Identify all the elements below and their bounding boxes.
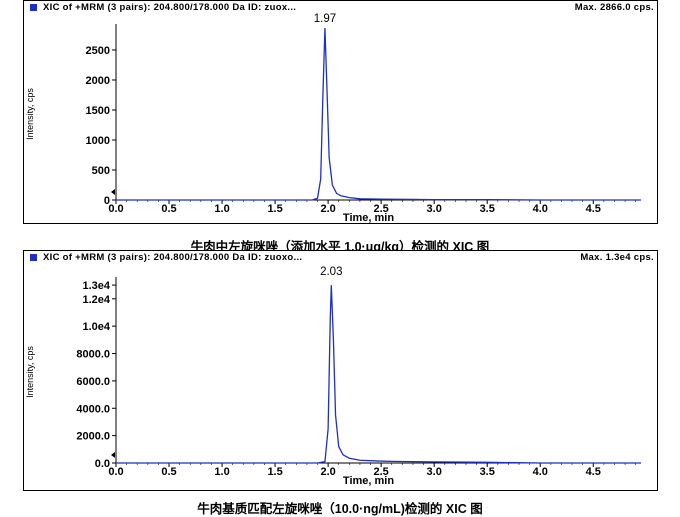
x-tick-label: 0.5 xyxy=(161,203,176,215)
x-tick-label: 4.5 xyxy=(586,466,601,478)
y-tick-label: 2500 xyxy=(86,45,110,57)
peak-retention-time-label: 1.97 xyxy=(314,13,336,25)
chart-2-svg: 0.0 0.5 1.0 1.5 2.0 2.5 3.0 3.5 4.0 4.5 0.0 2000.0 4… xyxy=(25,266,641,487)
y-tick-label: 8000.0 xyxy=(76,349,110,361)
x-tick-label: 2.0 xyxy=(320,203,335,215)
x-tick-label: 1.0 xyxy=(214,466,229,478)
x-tick-label: 1.5 xyxy=(267,466,282,478)
y-tick-label: 1000 xyxy=(86,135,110,147)
peak-retention-time-label: 2.03 xyxy=(320,266,342,278)
y-tick-label: 1.3e4 xyxy=(82,280,110,292)
figure-caption-2: 牛肉基质匹配左旋咪唑（10.0·ng/mL)检测的 XIC 图 xyxy=(197,502,483,516)
x-axis-label: Time, min xyxy=(343,475,394,487)
x-tick-label: 2.0 xyxy=(320,466,335,478)
x-tick-label: 2.5 xyxy=(374,203,389,215)
y-tick-label: 2000 xyxy=(86,75,110,87)
panel-title: XIC of +MRM (3 pairs): 204.800/178.000 D… xyxy=(43,252,303,263)
y-tick-label: 1.2e4 xyxy=(82,294,110,306)
panel-title: XIC of +MRM (3 pairs): 204.800/178.000 D… xyxy=(43,2,297,13)
y-axis-label: Intensity, cps xyxy=(25,88,35,140)
y-tick-label: 0.0 xyxy=(95,458,110,470)
y-tick-label: 6000.0 xyxy=(76,376,110,388)
x-tick-label: 4.0 xyxy=(533,466,548,478)
y-tick-label: 2000.0 xyxy=(76,431,110,443)
x-tick-label: 1.0 xyxy=(214,203,229,215)
chromatogram-panel-2: XIC of +MRM (3 pairs): 204.800/178.000 D… xyxy=(23,250,658,491)
series-color-marker xyxy=(30,4,37,11)
x-tick-label: 3.5 xyxy=(480,466,495,478)
max-intensity-label: Max. 2866.0 cps. xyxy=(574,2,654,13)
x-tick-label: 3.0 xyxy=(427,203,442,215)
x-tick-label: 4.5 xyxy=(586,203,601,215)
series-color-marker xyxy=(30,254,37,261)
chromatogram-trace xyxy=(116,27,641,201)
y-tick-label: 500 xyxy=(92,165,110,177)
chromatogram-panel-1: XIC of +MRM (3 pairs): 204.800/178.000 D… xyxy=(23,0,658,224)
x-tick-label: 0.0 xyxy=(108,466,123,478)
x-tick-label: 2.5 xyxy=(374,466,389,478)
x-tick-label: 4.0 xyxy=(533,203,548,215)
y-tick-label: 0 xyxy=(104,195,110,207)
chromatogram-trace xyxy=(116,285,641,464)
chart-1-svg: 0.0 0.5 1.0 1.5 2.0 2.5 3.0 3.5 4.0 4.5 0 500 1000 15… xyxy=(25,13,641,224)
max-intensity-label: Max. 1.3e4 cps. xyxy=(580,252,654,263)
run-start-marker xyxy=(111,452,115,458)
run-start-marker xyxy=(111,189,115,195)
panel-header: XIC of +MRM (3 pairs): 204.800/178.000 D… xyxy=(24,2,657,14)
y-tick-label: 1.0e4 xyxy=(82,321,110,333)
panel-header: XIC of +MRM (3 pairs): 204.800/178.000 D… xyxy=(24,252,657,264)
x-tick-label: 3.5 xyxy=(480,203,495,215)
y-axis-label: Intensity, cps xyxy=(25,346,35,398)
x-tick-label: 1.5 xyxy=(267,203,282,215)
x-tick-label: 3.0 xyxy=(427,466,442,478)
y-tick-label: 4000.0 xyxy=(76,403,110,415)
x-tick-label: 0.5 xyxy=(161,466,176,478)
y-tick-label: 1500 xyxy=(86,105,110,117)
x-axis-label: Time, min xyxy=(343,212,394,224)
x-tick-label: 0.0 xyxy=(108,203,123,215)
